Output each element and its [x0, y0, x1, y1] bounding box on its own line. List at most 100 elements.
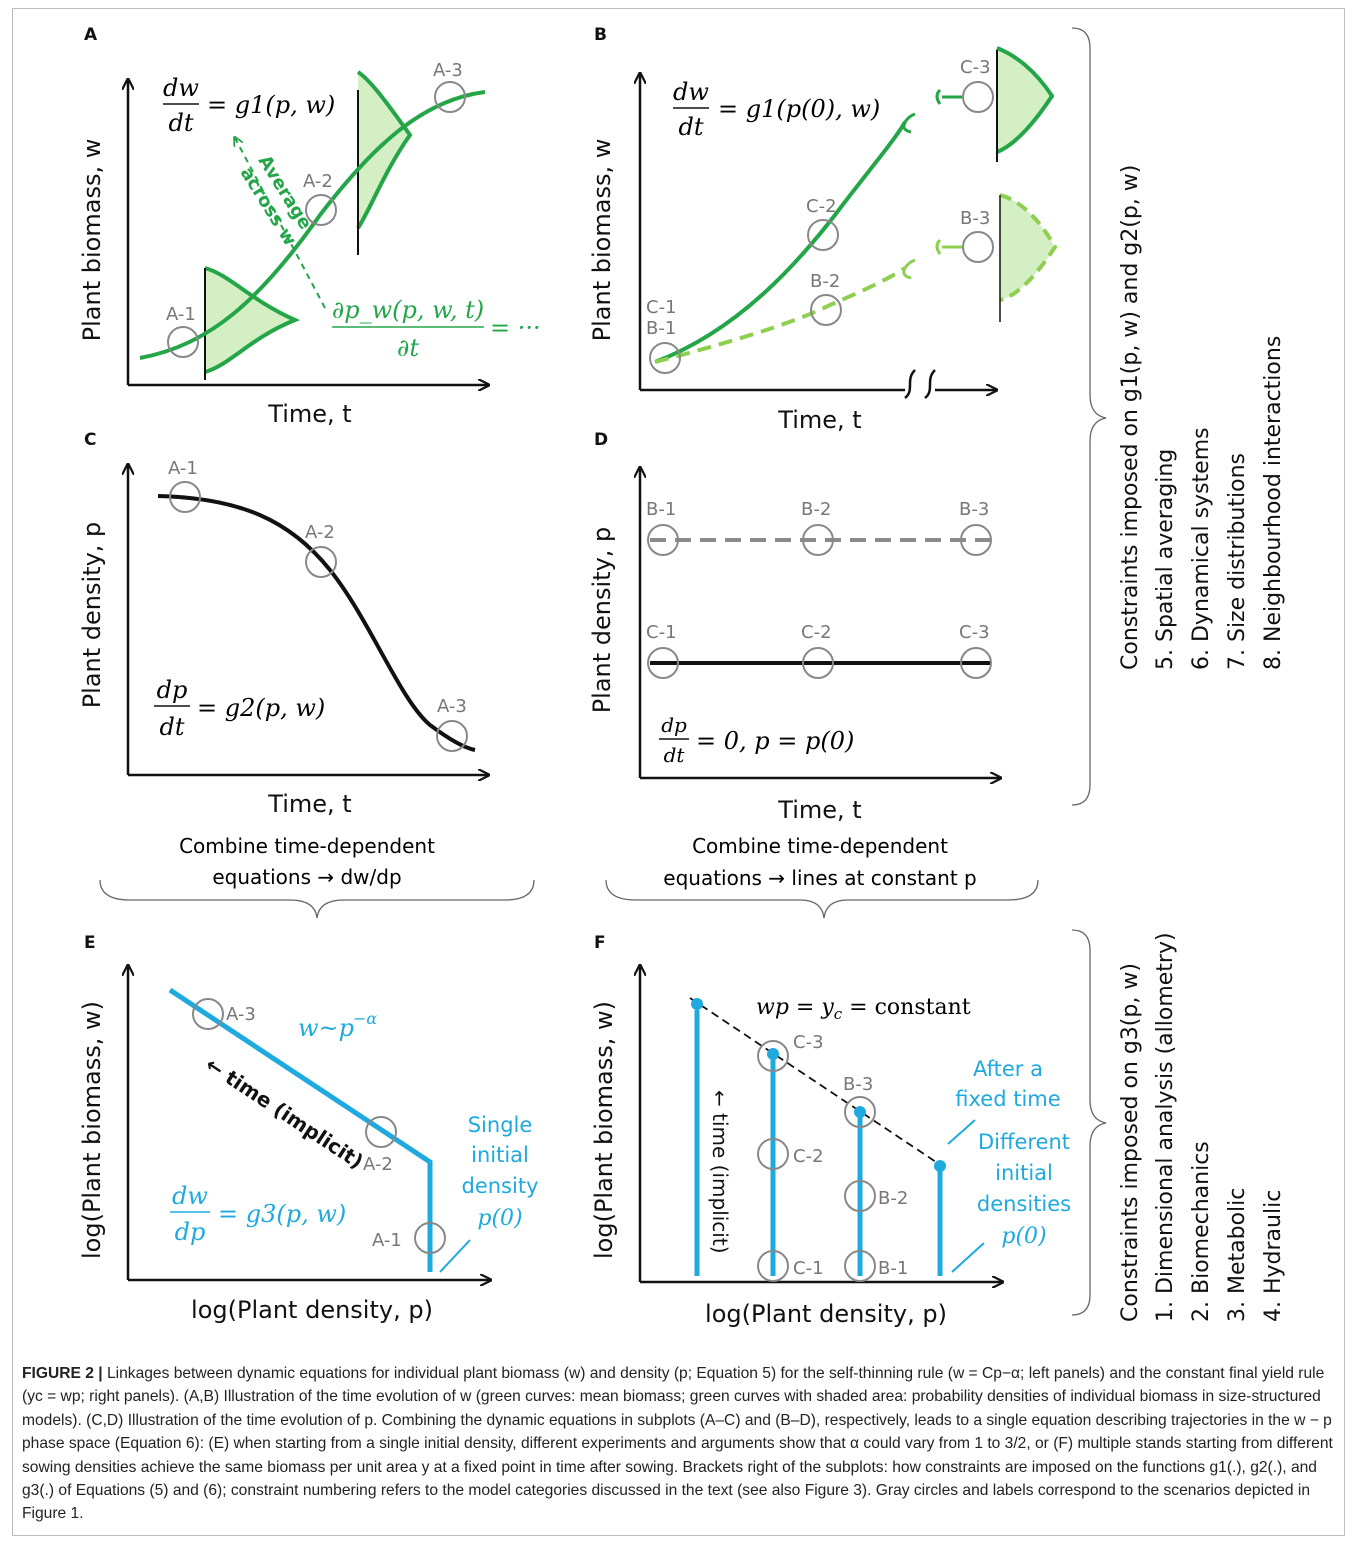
panel-e-xlabel: log(Plant density, p): [191, 1296, 433, 1324]
panel-f-circle-b2: [844, 1180, 876, 1212]
panel-d-label-b2: B-2: [801, 499, 831, 520]
panel-e: E log(Plant biomass, w) log(Plant densit…: [78, 933, 539, 1324]
right-top-item-6: 6. Dynamical systems: [1189, 427, 1214, 670]
panel-e-pointer: [439, 1239, 471, 1273]
panel-d-eq-den: dt: [664, 743, 686, 767]
panel-b-axis-break: [904, 369, 936, 399]
combine-right-brace: [605, 879, 1039, 919]
panel-c-label-a2: A-2: [305, 522, 335, 543]
panel-d-circle-b1: [647, 524, 679, 556]
panel-f-circle-c1: [757, 1250, 789, 1282]
panel-e-circle-a1: [414, 1222, 446, 1254]
panel-e-label-a1: A-1: [372, 1230, 402, 1251]
combine-right-l2: equations → lines at constant p: [663, 866, 976, 890]
panel-b-label-b2: B-2: [810, 271, 840, 292]
panel-b-ylabel: Plant biomass, w: [588, 139, 616, 342]
right-bottom-constraints: Constraints imposed on g3(p, w) 1. Dimen…: [1071, 929, 1286, 1322]
panel-b-dashed-curve: [654, 266, 907, 364]
panel-b-dist-bottom-fill: [1000, 195, 1055, 300]
panel-f: F log(Plant biomass, w) log(Plant densit…: [590, 933, 1071, 1328]
panel-a-circle-a2: [305, 194, 337, 226]
panel-d-circle-c2: [802, 647, 834, 679]
panel-e-single-l4: p(0): [477, 1206, 522, 1231]
right-bottom-item-2: 2. Biomechanics: [1189, 1141, 1214, 1322]
panel-f-dot-4: [934, 1160, 946, 1172]
panel-e-ylabel: log(Plant biomass, w): [78, 1001, 106, 1259]
panel-c-label-a1: A-1: [168, 458, 198, 479]
panel-a-label-a3: A-3: [433, 60, 463, 81]
panel-b-solid-break: [902, 112, 916, 134]
panel-f-dot-1: [691, 998, 703, 1010]
panel-d: D Plant density, p Time, t B-1 B-2 B-3 C…: [588, 430, 1000, 824]
right-bottom-item-1: 1. Dimensional analysis (allometry): [1153, 932, 1178, 1322]
panel-b: B Plant biomass, w Time, t: [588, 25, 1058, 434]
panel-c-label-a3: A-3: [437, 696, 467, 717]
panel-f-circle-b3: [844, 1096, 876, 1128]
panel-b-eq-den: dt: [678, 113, 703, 141]
panel-c-circle-a1: [169, 481, 201, 513]
panel-b-dist-top-fill: [997, 48, 1052, 152]
panel-d-xlabel: Time, t: [777, 796, 861, 824]
right-top-item-8: 8. Neighbourhood interactions: [1261, 336, 1286, 670]
panel-b-dist-top-curve: [996, 46, 1055, 154]
panel-b-eq-rhs: = g1(p(0), w): [718, 95, 880, 123]
panel-c-circle-a2: [305, 546, 337, 578]
panel-c-letter: C: [84, 430, 96, 450]
panel-a-pde-num: ∂p_w(p, w, t): [332, 296, 484, 324]
right-bottom-heading: Constraints imposed on g3(p, w): [1118, 963, 1143, 1322]
panel-d-circle-b3: [960, 524, 992, 556]
panel-b-circle-c3: [962, 81, 994, 113]
panel-a-eq-den: dt: [168, 109, 193, 137]
panel-f-dot-3: [854, 1106, 866, 1118]
panel-a-dist1-curve: [204, 266, 301, 374]
panel-b-circle-c2: [807, 219, 839, 251]
panel-f-diff-l3: densities: [977, 1192, 1071, 1216]
panel-f-ylabel: log(Plant biomass, w): [590, 1001, 618, 1259]
panel-f-letter: F: [594, 933, 606, 953]
right-bottom-item-3: 3. Metabolic: [1225, 1188, 1250, 1322]
panel-f-circle-b1: [844, 1250, 876, 1282]
panel-c-curve: [157, 494, 476, 752]
panel-d-label-b1: B-1: [646, 499, 676, 520]
panel-e-single-l3: density: [462, 1174, 539, 1198]
panel-f-xlabel: log(Plant density, p): [705, 1300, 947, 1328]
panel-b-dist-top-link: [935, 88, 962, 105]
panel-a-circle-a3: [434, 81, 466, 113]
panel-c-xlabel: Time, t: [267, 790, 351, 818]
panel-b-xlabel: Time, t: [777, 406, 861, 434]
panel-d-label-c1: C-1: [646, 622, 677, 643]
panel-f-pointer-1: [947, 1119, 976, 1145]
panel-a-xlabel: Time, t: [267, 400, 351, 428]
panel-c: C Plant density, p Time, t A-1 A-2 A-3 d…: [78, 430, 488, 818]
panel-d-label-b3: B-3: [959, 499, 989, 520]
combine-left: Combine time-dependent equations → dw/dp: [99, 834, 535, 919]
panel-f-circle-c2: [757, 1138, 789, 1170]
panel-a-letter: A: [84, 25, 98, 45]
panel-f-circle-c3: [757, 1040, 789, 1072]
panel-f-time-label: ← time (implicit): [708, 1090, 732, 1254]
panel-f-diff-l1: Different: [978, 1130, 1070, 1154]
panel-e-circle-a2: [365, 1116, 397, 1148]
panel-b-label-b1: B-1: [646, 318, 676, 339]
panel-c-circle-a3: [436, 720, 468, 752]
panel-f-label-b2: B-2: [878, 1188, 908, 1209]
panel-d-circle-c1: [647, 647, 679, 679]
panel-a-ylabel: Plant biomass, w: [78, 139, 106, 342]
panel-b-dashed-break: [902, 258, 916, 280]
right-top-brace: [1071, 27, 1107, 806]
panel-e-circle-a3: [192, 998, 224, 1030]
panel-e-single-l1: Single: [468, 1113, 533, 1137]
panel-b-solid-curve: [654, 121, 907, 364]
panel-e-time-label: ← time (implicit): [201, 1052, 367, 1173]
right-top-constraints: Constraints imposed on g1(p, w) and g2(p…: [1071, 27, 1286, 806]
panel-e-powerlaw-exp: −α: [353, 1009, 377, 1028]
combine-left-l1: Combine time-dependent: [179, 834, 435, 858]
caption-text: Linkages between dynamic equations for i…: [22, 1365, 1333, 1523]
panel-a-eq-num: dw: [163, 74, 199, 102]
right-top-item-5: 5. Spatial averaging: [1153, 449, 1178, 670]
panel-f-yield-eq-rest: = constant: [842, 995, 971, 1020]
panel-a-dist2-fill: [358, 72, 410, 228]
panel-b-circle-start: [649, 342, 681, 374]
panel-a-label-a2: A-2: [303, 171, 333, 192]
panel-e-letter: E: [84, 933, 96, 953]
